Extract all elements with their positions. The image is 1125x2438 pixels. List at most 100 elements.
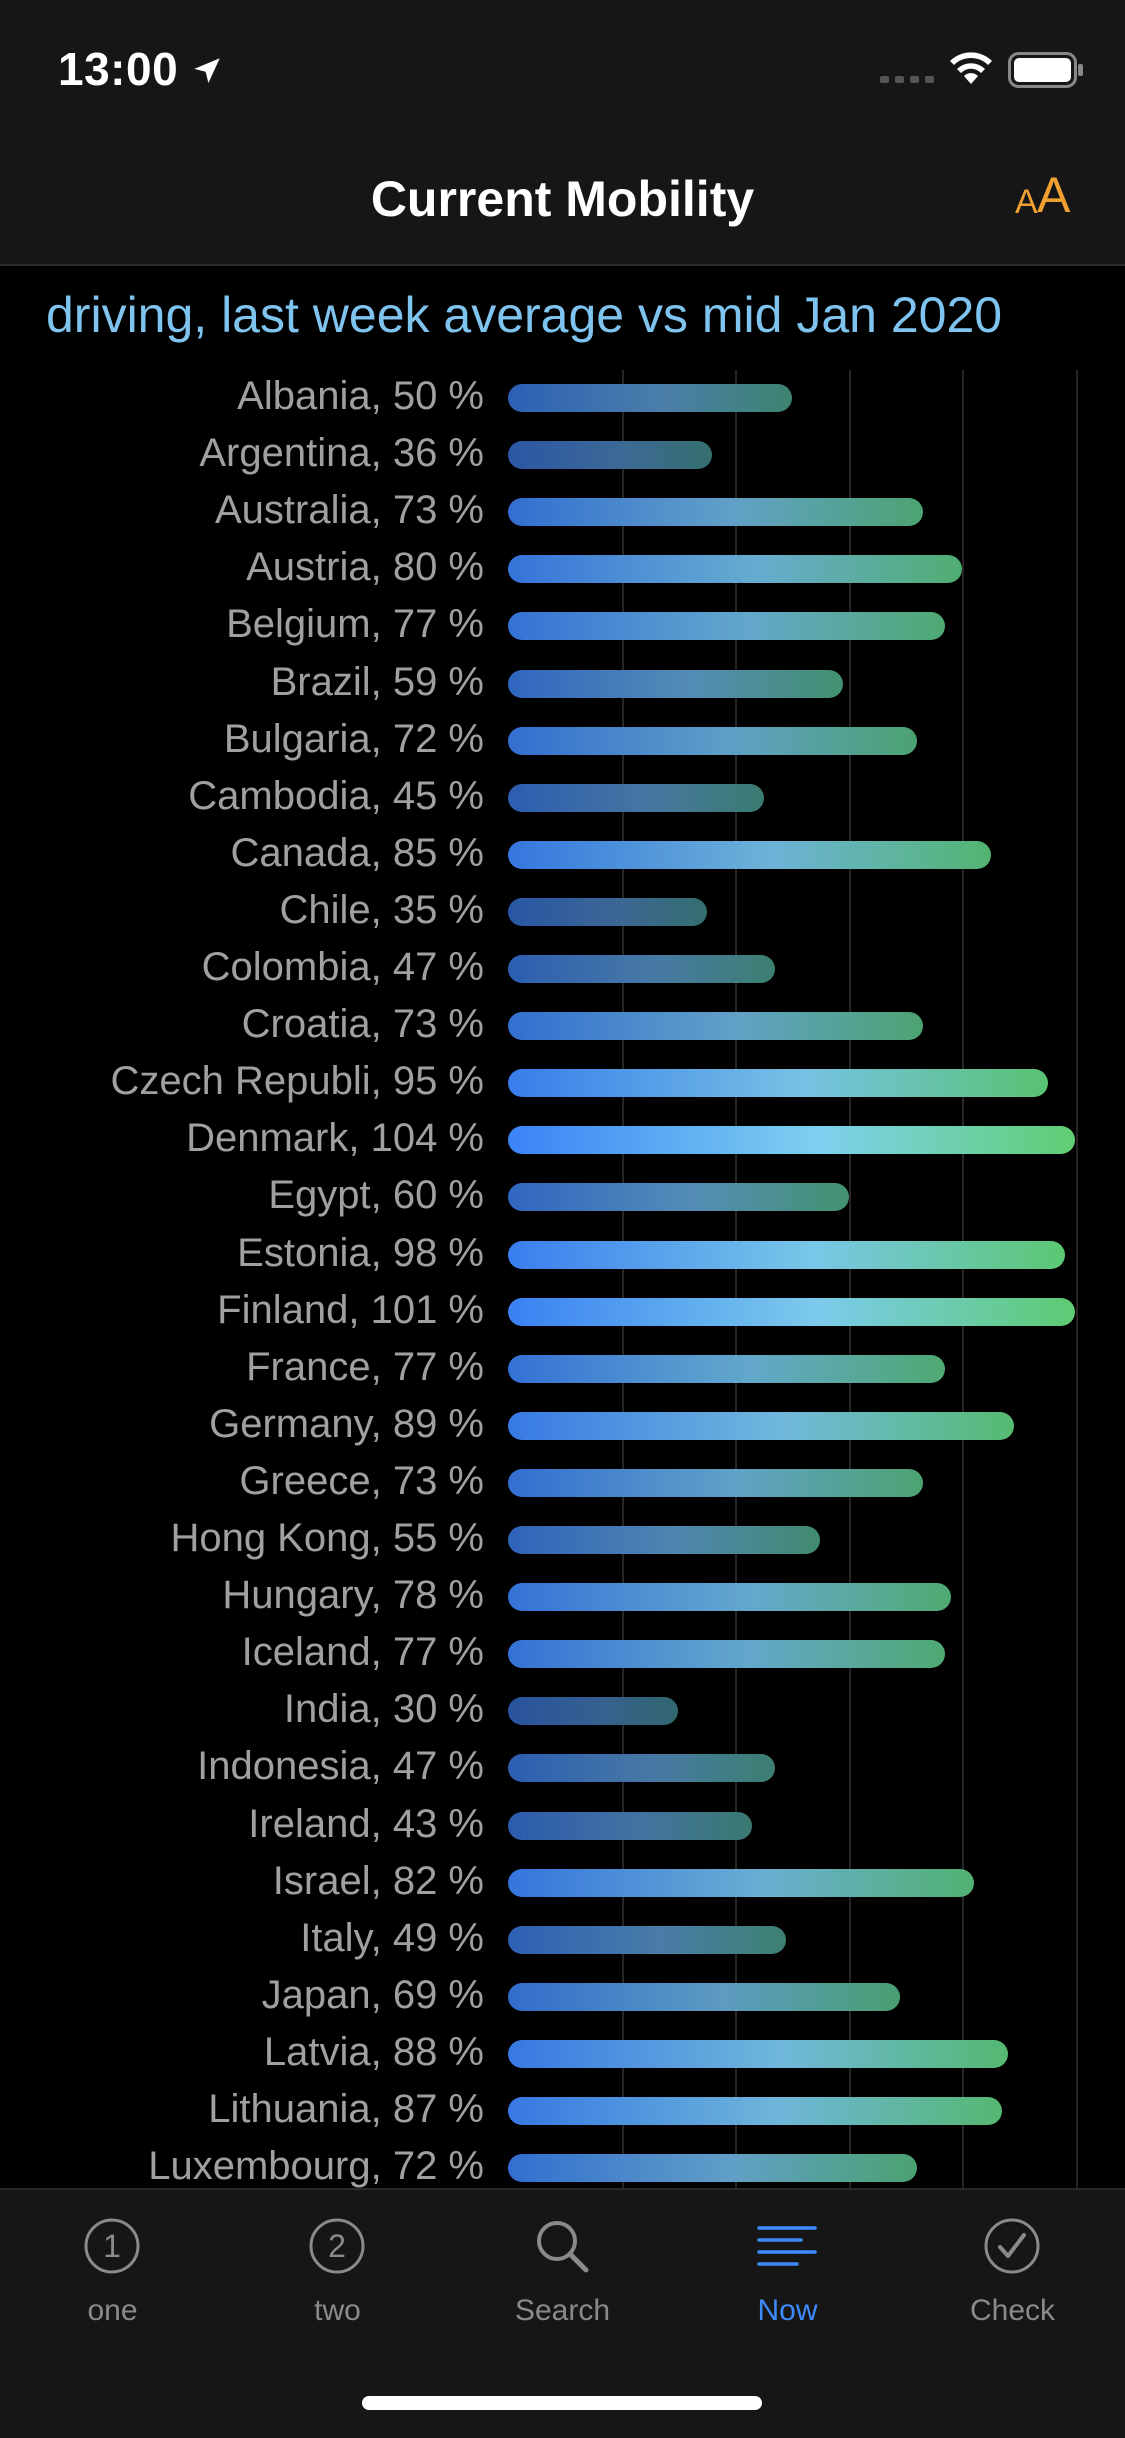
- chart-row: Australia, 73 %: [0, 484, 1125, 541]
- bar-label: Austria, 80 %: [246, 545, 484, 590]
- chart-row: Denmark, 104 %: [0, 1112, 1125, 1169]
- tab-check[interactable]: Check: [900, 2216, 1125, 2366]
- svg-text:1: 1: [103, 2228, 121, 2264]
- bar-label: Cambodia, 45 %: [188, 773, 484, 818]
- chart-row: Indonesia, 47 %: [0, 1740, 1125, 1797]
- bar-label: Bulgaria, 72 %: [223, 716, 484, 761]
- chart-row: Israel, 82 %: [0, 1855, 1125, 1912]
- location-arrow-icon: [194, 58, 220, 84]
- circled-two-icon: 2: [309, 2218, 365, 2274]
- svg-text:2: 2: [328, 2228, 346, 2264]
- chart-row: Latvia, 88 %: [0, 2026, 1125, 2083]
- bar: [508, 384, 792, 412]
- bar-label: Czech Republi, 95 %: [110, 1059, 484, 1104]
- bar-label: Estonia, 98 %: [237, 1230, 484, 1275]
- bar-label: Belgium, 77 %: [226, 602, 484, 647]
- chart-row: Albania, 50 %: [0, 370, 1125, 427]
- bar: [508, 2097, 1003, 2125]
- bar: [508, 1811, 753, 1840]
- bar: [508, 1697, 679, 1726]
- chart-row: Canada, 85 %: [0, 827, 1125, 884]
- chart-row: Germany, 89 %: [0, 1398, 1125, 1455]
- tab-two[interactable]: 2 two: [225, 2216, 450, 2366]
- bar: [508, 1126, 1075, 1155]
- bar: [508, 1526, 821, 1554]
- bar: [508, 1297, 1075, 1326]
- bar-label: Croatia, 73 %: [241, 1002, 484, 1047]
- tab-bar: 1 one 2 two Search Now Check: [0, 2188, 1125, 2438]
- chart-row: Lithuania, 87 %: [0, 2083, 1125, 2140]
- bar-label: Chile, 35 %: [279, 887, 484, 932]
- bar-label: Denmark, 104 %: [186, 1116, 484, 1161]
- navigation-bar: Current Mobility A A: [0, 132, 1125, 266]
- bar-label: Luxembourg, 72 %: [148, 2144, 484, 2188]
- bar-label: France, 77 %: [246, 1344, 484, 1389]
- bar: [508, 555, 963, 584]
- bar-label: Lithuania, 87 %: [208, 2087, 484, 2131]
- chart-row: Cambodia, 45 %: [0, 770, 1125, 827]
- bar-label: Ireland, 43 %: [248, 1801, 484, 1846]
- bar-label: Japan, 69 %: [261, 1972, 484, 2017]
- bar: [508, 840, 991, 869]
- bar-label: Argentina, 36 %: [199, 431, 484, 476]
- bar: [508, 1982, 900, 2011]
- chart-row: Croatia, 73 %: [0, 998, 1125, 1055]
- chart-row: Japan, 69 %: [0, 1969, 1125, 2026]
- bar-label: Iceland, 77 %: [241, 1630, 484, 1675]
- chart-row: Austria, 80 %: [0, 541, 1125, 598]
- status-bar: 13:00: [0, 0, 1125, 132]
- chart-row: Finland, 101 %: [0, 1284, 1125, 1341]
- signal-icon: [880, 76, 934, 83]
- bar-label: Latvia, 88 %: [263, 2029, 484, 2074]
- bar-label: Indonesia, 47 %: [197, 1744, 484, 1789]
- bar-chart[interactable]: Albania, 50 % Argentina, 36 % Australia, 7…: [0, 370, 1125, 2188]
- chart-row: Hong Kong, 55 %: [0, 1512, 1125, 1569]
- bar-label: Colombia, 47 %: [201, 945, 484, 989]
- wifi-icon: [950, 52, 992, 84]
- status-time: 13:00: [58, 43, 179, 95]
- chart-row: Colombia, 47 %: [0, 941, 1125, 998]
- bar-label: Germany, 89 %: [209, 1401, 484, 1446]
- check-circle-icon: [984, 2218, 1040, 2274]
- chart-row: Italy, 49 %: [0, 1912, 1125, 1969]
- chart-row: Argentina, 36 %: [0, 427, 1125, 484]
- bar-label: India, 30 %: [283, 1687, 484, 1732]
- bar-label: Israel, 82 %: [272, 1858, 484, 1903]
- bar: [508, 1183, 849, 1212]
- bar: [508, 1583, 952, 1612]
- grid-line: [621, 370, 624, 2188]
- bar: [508, 1640, 946, 1669]
- chart-row: Luxembourg, 72 %: [0, 2140, 1125, 2188]
- chart-row: Iceland, 77 %: [0, 1626, 1125, 1683]
- bar: [508, 2039, 1008, 2068]
- chart-row: France, 77 %: [0, 1341, 1125, 1398]
- bar: [508, 1012, 923, 1041]
- tab-one[interactable]: 1 one: [0, 2216, 225, 2366]
- battery-icon: [1008, 52, 1083, 88]
- bar: [508, 1354, 946, 1383]
- tab-search[interactable]: Search: [450, 2216, 675, 2366]
- chart-row: India, 30 %: [0, 1683, 1125, 1740]
- chart-row: Czech Republi, 95 %: [0, 1055, 1125, 1112]
- tab-one-label: one: [87, 2294, 138, 2327]
- bar-label: Australia, 73 %: [214, 488, 484, 533]
- chart-row: Brazil, 59 %: [0, 656, 1125, 713]
- bar-label: Canada, 85 %: [230, 830, 484, 875]
- bar-label: Finland, 101 %: [217, 1287, 484, 1332]
- bar-label: Egypt, 60 %: [268, 1173, 484, 1218]
- grid-line: [962, 370, 965, 2188]
- chart-row: Belgium, 77 %: [0, 598, 1125, 655]
- bar: [508, 897, 707, 926]
- bar: [508, 498, 923, 527]
- tab-search-label: Search: [514, 2294, 611, 2327]
- bar-label: Hong Kong, 55 %: [170, 1516, 484, 1560]
- home-indicator: [362, 2396, 762, 2410]
- bar: [508, 1411, 1014, 1440]
- circled-one-icon: 1: [84, 2218, 140, 2274]
- chart-row: Hungary, 78 %: [0, 1569, 1125, 1626]
- text-size-button[interactable]: A A: [1011, 167, 1081, 230]
- bar: [508, 1754, 775, 1783]
- chart-row: Ireland, 43 %: [0, 1798, 1125, 1855]
- bar: [508, 2154, 917, 2183]
- tab-now[interactable]: Now: [675, 2216, 900, 2366]
